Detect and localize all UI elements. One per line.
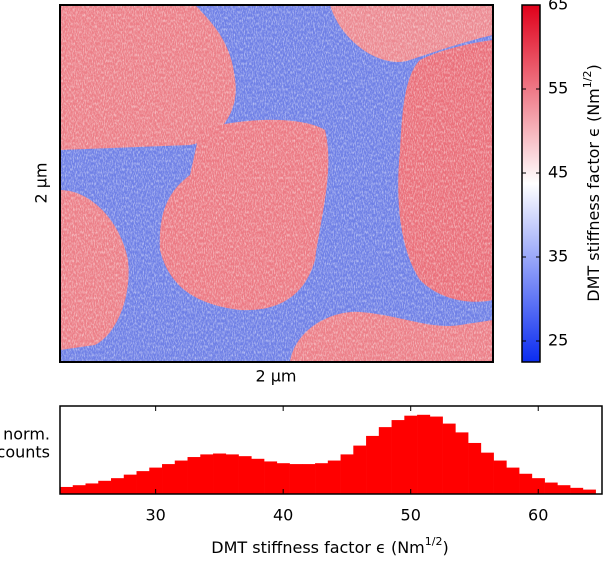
hist-bar: [404, 415, 418, 494]
hist-bar: [582, 489, 596, 494]
hist-bar: [200, 454, 214, 494]
hist-bar: [264, 461, 278, 494]
hist-bar: [480, 452, 494, 494]
hist-frame: [59, 405, 603, 495]
label-part: ): [442, 538, 448, 557]
label-part: ): [584, 64, 603, 70]
label-sup: 1/2: [425, 535, 443, 548]
hist-bar: [378, 427, 392, 494]
x-tick-label: 50: [401, 506, 421, 525]
colorbar-tick-label: 45: [548, 163, 568, 182]
colorbar: [521, 4, 541, 363]
colorbar-label: DMT stiffness factor ϵ (Nm1/2): [581, 64, 603, 301]
x-tick-label: 60: [528, 506, 548, 525]
hist-bar: [519, 473, 533, 494]
hist-bar: [429, 416, 443, 494]
hist-bar: [174, 460, 188, 494]
label-sup: 1/2: [581, 71, 594, 89]
hist-bar: [238, 456, 252, 494]
hist-bar: [276, 463, 290, 494]
hist-bar: [455, 432, 469, 494]
colorbar-tick-label: 55: [548, 79, 568, 98]
hist-bar: [60, 486, 74, 494]
hist-bar: [570, 487, 584, 494]
hist-bar: [98, 480, 112, 494]
hist-bar: [302, 464, 316, 494]
hist-bar: [289, 464, 303, 494]
hist-y-label: norm.: [3, 425, 50, 444]
hist-bar: [213, 453, 227, 494]
colorbar-tick-label: 65: [548, 0, 568, 14]
hist-bar: [136, 471, 150, 494]
hist-bar: [366, 435, 380, 494]
hist-bar: [506, 467, 520, 494]
hist-bar: [187, 457, 201, 494]
afm-map: [60, 5, 493, 362]
hist-bar: [544, 482, 558, 494]
hist-bar: [340, 454, 354, 494]
colorbar-tick-label: 25: [548, 331, 568, 350]
hist-bar: [468, 442, 482, 494]
hist-bar: [442, 423, 456, 494]
hist-bar: [85, 483, 99, 494]
hist-bar: [251, 458, 265, 494]
label-part: DMT stiffness factor ϵ (Nm: [211, 538, 425, 557]
map-frame: [59, 4, 494, 363]
x-tick-label: 40: [273, 506, 293, 525]
hist-bar: [557, 485, 571, 494]
hist-bar: [162, 464, 176, 494]
hist-bar: [493, 460, 507, 494]
map-noise: [60, 5, 493, 362]
hist-bar: [111, 478, 125, 494]
hist-bar: [149, 467, 163, 494]
hist-bar: [315, 463, 329, 494]
hist-bar: [225, 454, 239, 494]
label-part: DMT stiffness factor ϵ (Nm: [584, 88, 603, 302]
map-y-label: 2 μm: [32, 162, 51, 203]
map-x-label: 2 μm: [255, 367, 296, 386]
x-tick-label: 30: [145, 506, 165, 525]
hist-bar: [417, 414, 431, 494]
hist-bar: [391, 420, 405, 494]
hist-y-label: counts: [0, 443, 50, 462]
hist-bar: [531, 478, 545, 494]
hist-bar: [72, 485, 86, 494]
colorbar-tick-label: 35: [548, 247, 568, 266]
hist-bar: [327, 460, 341, 494]
hist-x-label: DMT stiffness factor ϵ (Nm1/2): [211, 535, 448, 557]
hist-bar: [123, 474, 137, 494]
hist-bar: [353, 445, 367, 494]
